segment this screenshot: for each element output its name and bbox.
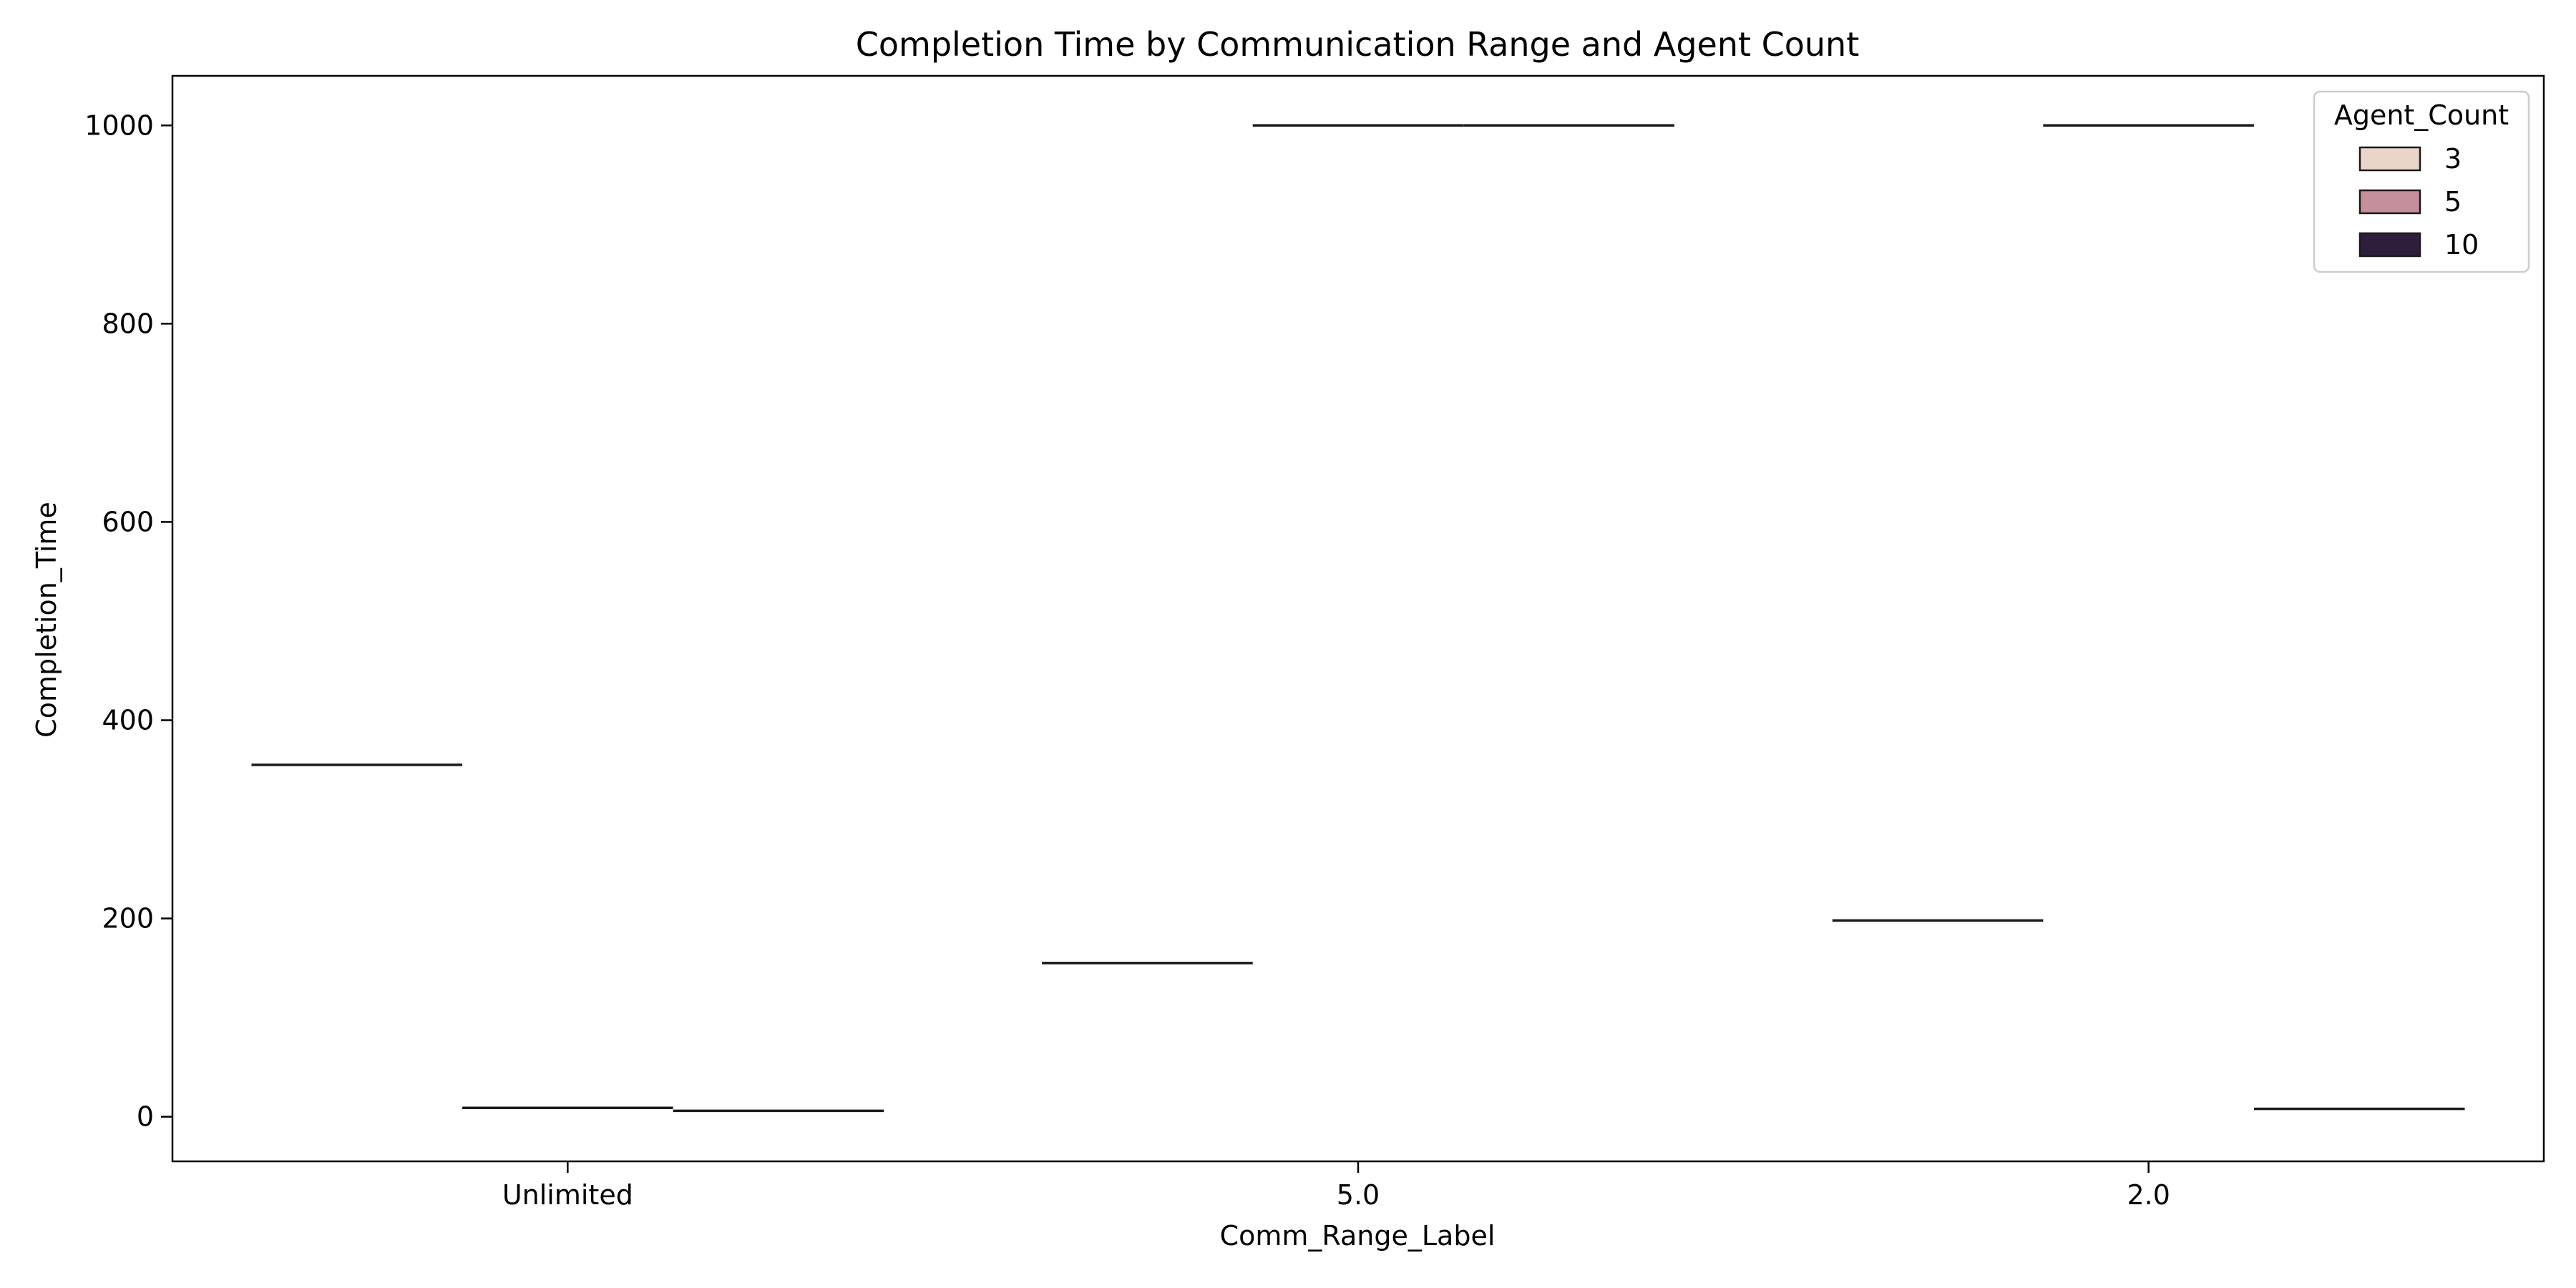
legend-frame (2313, 90, 2530, 273)
legend-label: 3 (2444, 143, 2462, 175)
y-tick-label: 600 (102, 506, 154, 537)
y-tick-label: 0 (137, 1101, 154, 1133)
legend-items: 3 5 10 (2358, 143, 2479, 260)
y-axis-label: Completion_Time (31, 502, 62, 738)
legend-swatch-3 (2358, 146, 2421, 172)
legend-label: 10 (2444, 229, 2479, 260)
y-tick-label: 800 (102, 308, 154, 339)
legend-title: Agent_Count (2334, 99, 2509, 131)
y-tick-label: 400 (102, 705, 154, 736)
legend: Agent_Count 3 5 10 (2313, 90, 2530, 273)
x-axis: Unlimited 5.0 2.0 (502, 1161, 2170, 1211)
chart-marks (251, 124, 2465, 1113)
y-tick-label: 1000 (84, 109, 154, 141)
x-tick-label: Unlimited (502, 1179, 633, 1211)
x-axis-label: Comm_Range_Label (1220, 1220, 1496, 1252)
legend-swatch-5 (2358, 189, 2421, 215)
legend-label: 5 (2444, 186, 2462, 218)
y-tick-label: 200 (102, 903, 154, 935)
y-axis: 0 200 400 600 800 1000 (84, 109, 172, 1133)
x-tick-label: 5.0 (1337, 1179, 1380, 1211)
chart-title: Completion Time by Communication Range a… (856, 25, 1859, 64)
legend-swatch-10 (2358, 232, 2421, 258)
x-tick-label: 2.0 (2127, 1179, 2170, 1211)
